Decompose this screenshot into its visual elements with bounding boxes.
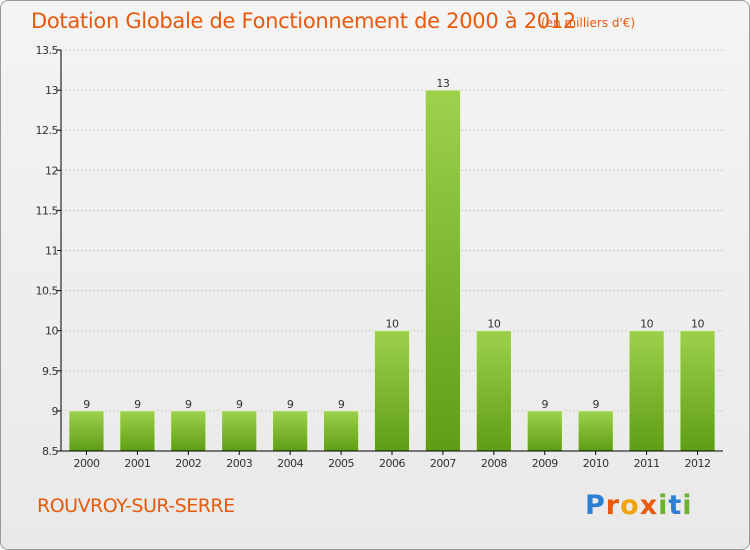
proxiti-logo: Proxiti bbox=[585, 490, 693, 521]
logo-letter: i bbox=[658, 490, 669, 521]
y-tick-label: 13 bbox=[45, 84, 58, 97]
logo-letter: x bbox=[639, 490, 659, 521]
data-label: 10 bbox=[640, 318, 653, 331]
y-tick-label: 10 bbox=[45, 325, 58, 338]
data-label: 9 bbox=[338, 398, 345, 411]
x-tick-label: 2010 bbox=[583, 457, 609, 470]
logo-letter: r bbox=[605, 490, 621, 521]
bar-2002 bbox=[170, 410, 207, 452]
y-tick-label: 12.5 bbox=[36, 124, 59, 137]
bar-2001 bbox=[119, 410, 156, 452]
data-label: 9 bbox=[542, 398, 549, 411]
logo-letter: P bbox=[585, 490, 606, 521]
bar-2004 bbox=[272, 410, 309, 452]
x-tick-label: 2012 bbox=[685, 457, 711, 470]
y-tick-label: 8.5 bbox=[42, 445, 58, 458]
bar-2011 bbox=[628, 330, 665, 452]
data-labels: 9 9 9 9 9 9 10 13 10 9 9 10 10 bbox=[83, 77, 705, 411]
logo-letter: i bbox=[682, 490, 693, 521]
bar-2006 bbox=[374, 330, 410, 452]
data-label: 13 bbox=[436, 77, 449, 90]
y-tick-label: 11 bbox=[45, 245, 58, 258]
data-label: 9 bbox=[185, 398, 192, 411]
x-tick-label: 2007 bbox=[430, 457, 456, 470]
y-tick-label: 9 bbox=[52, 405, 59, 418]
bars bbox=[68, 89, 716, 452]
y-tick-label: 12 bbox=[45, 164, 58, 177]
bar-2005 bbox=[323, 410, 359, 452]
data-label: 10 bbox=[386, 318, 399, 331]
data-label: 9 bbox=[236, 398, 243, 411]
axes: 8.5 9 9.5 10 10.5 11 11.5 12 12.5 13 13.5 2000 2001 2… bbox=[36, 44, 723, 470]
bar-2009 bbox=[526, 410, 563, 452]
data-label: 9 bbox=[287, 398, 294, 411]
y-tick-label: 13.5 bbox=[36, 44, 59, 57]
data-label: 9 bbox=[83, 398, 90, 411]
bar-2003 bbox=[221, 410, 258, 452]
commune-name: ROUVROY-SUR-SERRE bbox=[37, 495, 235, 517]
data-label: 10 bbox=[487, 318, 500, 331]
y-tick-label: 10.5 bbox=[36, 285, 59, 298]
data-label: 10 bbox=[691, 318, 704, 331]
bar-2008 bbox=[475, 330, 512, 452]
bar-2000 bbox=[68, 410, 105, 452]
x-tick-label: 2002 bbox=[175, 457, 201, 470]
x-tick-label: 2005 bbox=[328, 457, 354, 470]
x-tick-label: 2000 bbox=[73, 457, 99, 470]
bar-2012 bbox=[679, 330, 716, 452]
chart-unit: (en milliers d'€) bbox=[541, 16, 636, 30]
data-label: 9 bbox=[592, 398, 599, 411]
bar-2007 bbox=[425, 89, 461, 452]
y-tick-label: 9.5 bbox=[42, 365, 58, 378]
y-tick-label: 11.5 bbox=[36, 204, 59, 217]
x-tick-label: 2001 bbox=[124, 457, 150, 470]
x-tick-label: 2003 bbox=[226, 457, 252, 470]
x-tick-label: 2004 bbox=[277, 457, 303, 470]
bar-2010 bbox=[577, 410, 614, 452]
logo-letter: t bbox=[668, 490, 683, 521]
chart-title: Dotation Globale de Fonctionnement de 20… bbox=[31, 9, 576, 33]
logo-letter: o bbox=[620, 490, 640, 521]
data-label: 9 bbox=[134, 398, 141, 411]
x-tick-label: 2009 bbox=[532, 457, 558, 470]
x-tick-label: 2008 bbox=[481, 457, 507, 470]
x-tick-label: 2006 bbox=[379, 457, 405, 470]
x-tick-label: 2011 bbox=[634, 457, 660, 470]
